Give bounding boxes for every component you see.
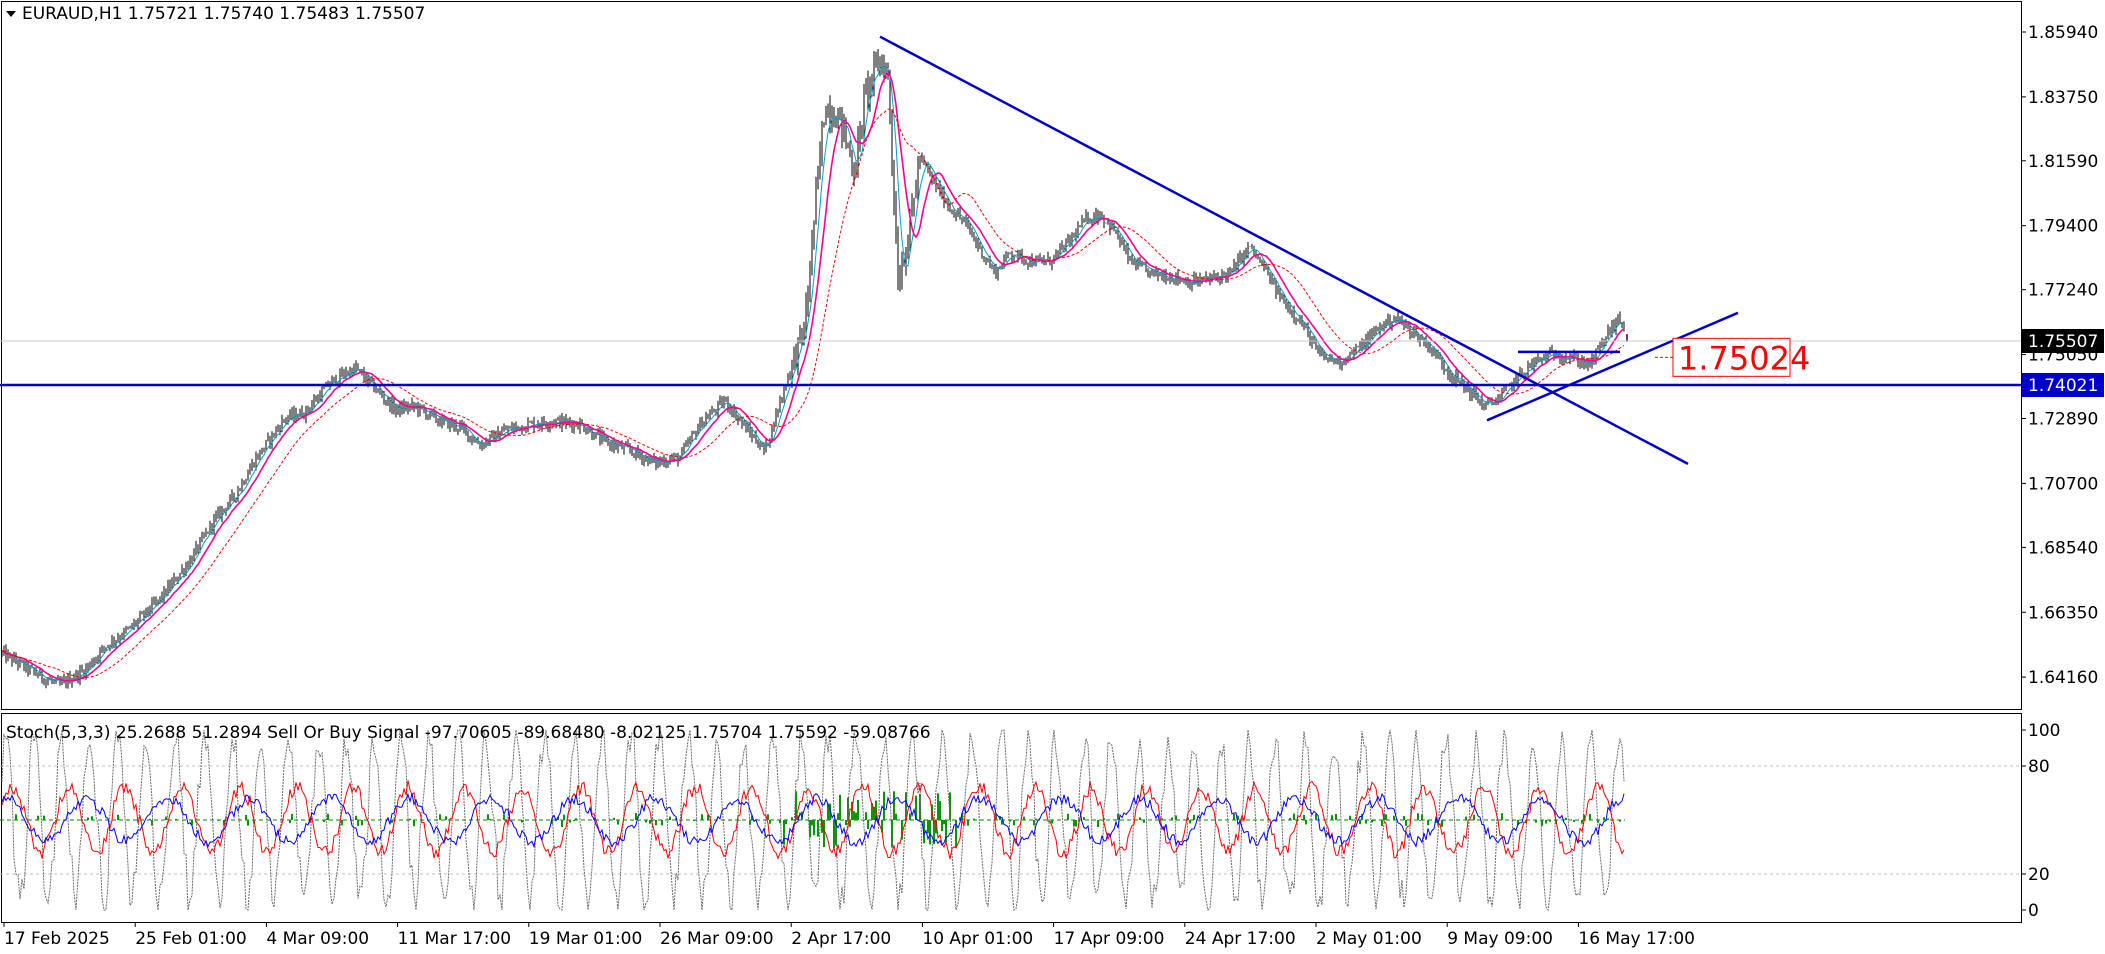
ma-slow-dotted-line xyxy=(1,108,1625,678)
ascending-trendline xyxy=(1486,311,1739,422)
price-axis-label: 1.72890 xyxy=(2028,410,2098,430)
moving-averages-layer xyxy=(1,65,1625,682)
price-axis-label: 1.83750 xyxy=(2028,88,2098,108)
time-axis-label: 2 Apr 17:00 xyxy=(791,929,891,949)
price-axis-label: 1.77240 xyxy=(2028,281,2098,301)
indicator-panel-frame xyxy=(1,713,2022,923)
box-price-label: 1.75024 xyxy=(1678,339,1810,377)
indicator-layer: 100 80 20 0 xyxy=(0,721,2060,921)
time-axis-label: 17 Apr 09:00 xyxy=(1054,929,1165,949)
time-axis-label: 10 Apr 01:00 xyxy=(922,929,1033,949)
price-axis-label: 1.66350 xyxy=(2028,603,2098,623)
indicator-axis-label: 0 xyxy=(2028,901,2039,921)
indicator-axis-label: 20 xyxy=(2028,865,2050,885)
price-axis-label: 1.79400 xyxy=(2028,217,2098,237)
time-axis-label: 9 May 09:00 xyxy=(1447,929,1553,949)
time-axis-label: 16 May 17:00 xyxy=(1578,929,1695,949)
price-axis-label: 1.68540 xyxy=(2028,538,2098,558)
drawings-layer: 1.75024 xyxy=(0,35,2021,466)
stoch-main-line xyxy=(1,729,1625,912)
current-price-badge xyxy=(2022,329,2104,353)
time-axis-label: 26 Mar 09:00 xyxy=(660,929,774,949)
time-axis-label: 24 Apr 17:00 xyxy=(1185,929,1296,949)
indicator-header: Stoch(5,3,3) 25.2688 51.2894 Sell Or Buy… xyxy=(6,723,931,743)
time-axis-label: 11 Mar 17:00 xyxy=(398,929,512,949)
current-price-badge-label: 1.75507 xyxy=(2028,332,2098,352)
time-axis-label: 25 Feb 01:00 xyxy=(135,929,247,949)
main-panel-frame xyxy=(1,1,2022,710)
time-axis-label: 4 Mar 09:00 xyxy=(266,929,369,949)
ma-fast-cyan-line xyxy=(1,65,1625,682)
box-price-label-frame xyxy=(1672,337,1791,377)
price-axis-label: 1.81590 xyxy=(2028,152,2098,172)
time-axis-label: 2 May 01:00 xyxy=(1316,929,1422,949)
price-axis-label: 1.64160 xyxy=(2028,668,2098,688)
price-axis-label: 1.85940 xyxy=(2028,23,2098,43)
ma-medium-magenta-line xyxy=(1,71,1625,682)
symbol-header: EURAUD,H1 1.75721 1.75740 1.75483 1.7550… xyxy=(22,4,425,24)
support-price-badge-label: 1.74021 xyxy=(2028,376,2098,396)
indicator-axis-label: 80 xyxy=(2028,757,2050,777)
indicator-axis-label: 100 xyxy=(2028,721,2060,741)
support-price-badge xyxy=(2022,373,2104,397)
time-axis-label: 19 Mar 01:00 xyxy=(529,929,643,949)
symbol-menu-triangle-icon[interactable] xyxy=(6,11,16,17)
price-axis-label: 1.70700 xyxy=(2028,474,2098,494)
axes-layer: 1.85940 1.83750 1.81590 1.79400 1.77240 1.750… xyxy=(3,23,2104,949)
time-axis-label: 17 Feb 2025 xyxy=(4,929,110,949)
stoch-signal-blue-line xyxy=(1,792,1625,849)
